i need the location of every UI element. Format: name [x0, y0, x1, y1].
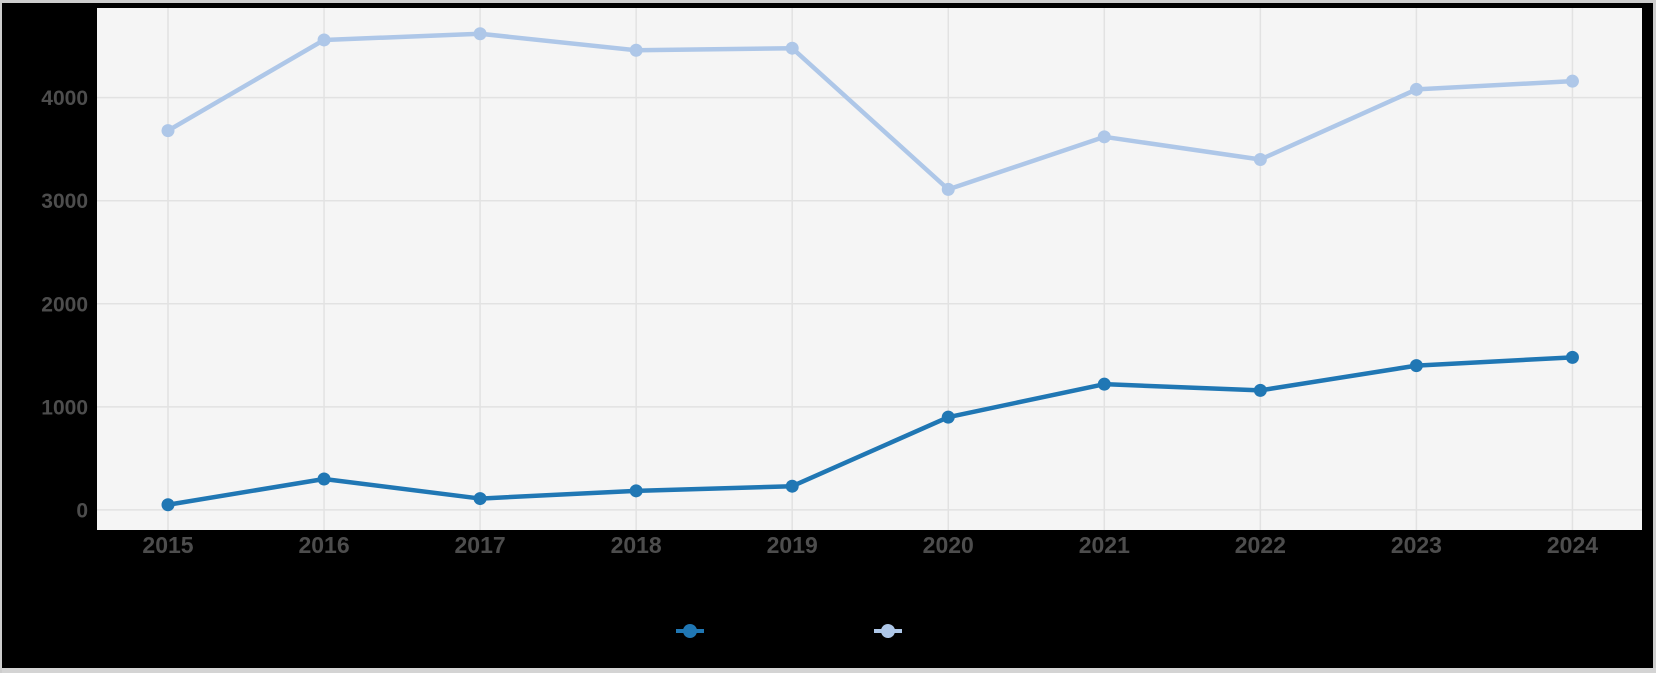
data-point-dark-blue-2020	[941, 410, 955, 424]
x-tick-label-2017: 2017	[455, 532, 506, 558]
data-point-light-blue-2016	[317, 33, 331, 47]
x-tick-label-2022: 2022	[1235, 532, 1286, 558]
x-tick-label-2024: 2024	[1547, 532, 1598, 558]
x-tick-label-2021: 2021	[1079, 532, 1130, 558]
legend-item-2[interactable]	[874, 624, 902, 638]
y-tick-label-0: 0	[76, 499, 88, 522]
data-point-light-blue-2018	[629, 43, 643, 57]
data-point-light-blue-2020	[941, 182, 955, 196]
x-tick-label-2015: 2015	[142, 532, 193, 558]
legend-marker-dot-2	[881, 624, 895, 638]
data-point-dark-blue-2017	[473, 492, 487, 506]
legend-marker-dot-1	[683, 624, 697, 638]
window-border-left	[0, 0, 2, 673]
data-point-dark-blue-2022	[1253, 383, 1267, 397]
data-point-light-blue-2022	[1253, 152, 1267, 166]
data-point-light-blue-2015	[161, 124, 175, 138]
y-tick-label-4000: 4000	[41, 87, 88, 110]
data-point-light-blue-2023	[1409, 82, 1423, 96]
window-border-top	[0, 0, 1656, 3]
data-point-dark-blue-2024	[1565, 350, 1579, 364]
legend-item-1[interactable]	[676, 624, 704, 638]
y-tick-label-1000: 1000	[41, 396, 88, 419]
window-border-bottom	[0, 668, 1656, 673]
data-point-light-blue-2024	[1565, 74, 1579, 88]
x-tick-label-2020: 2020	[923, 532, 974, 558]
data-point-dark-blue-2023	[1409, 359, 1423, 373]
data-point-dark-blue-2015	[161, 498, 175, 512]
series-line-dark-blue	[165, 355, 1575, 508]
x-tick-label-2018: 2018	[611, 532, 662, 558]
x-tick-label-2023: 2023	[1391, 532, 1442, 558]
x-tick-label-2019: 2019	[767, 532, 818, 558]
y-tick-label-3000: 3000	[41, 190, 88, 213]
data-point-dark-blue-2021	[1097, 377, 1111, 391]
series-line-light-blue	[165, 31, 1575, 192]
data-point-dark-blue-2018	[629, 484, 643, 498]
data-point-dark-blue-2016	[317, 472, 331, 486]
plot-area	[97, 8, 1642, 530]
window-border-right	[1653, 0, 1656, 673]
data-point-light-blue-2017	[473, 27, 487, 41]
x-tick-label-2016: 2016	[298, 532, 349, 558]
data-point-light-blue-2021	[1097, 130, 1111, 144]
data-point-light-blue-2019	[785, 41, 799, 55]
y-tick-label-2000: 2000	[41, 293, 88, 316]
data-point-dark-blue-2019	[785, 479, 799, 493]
